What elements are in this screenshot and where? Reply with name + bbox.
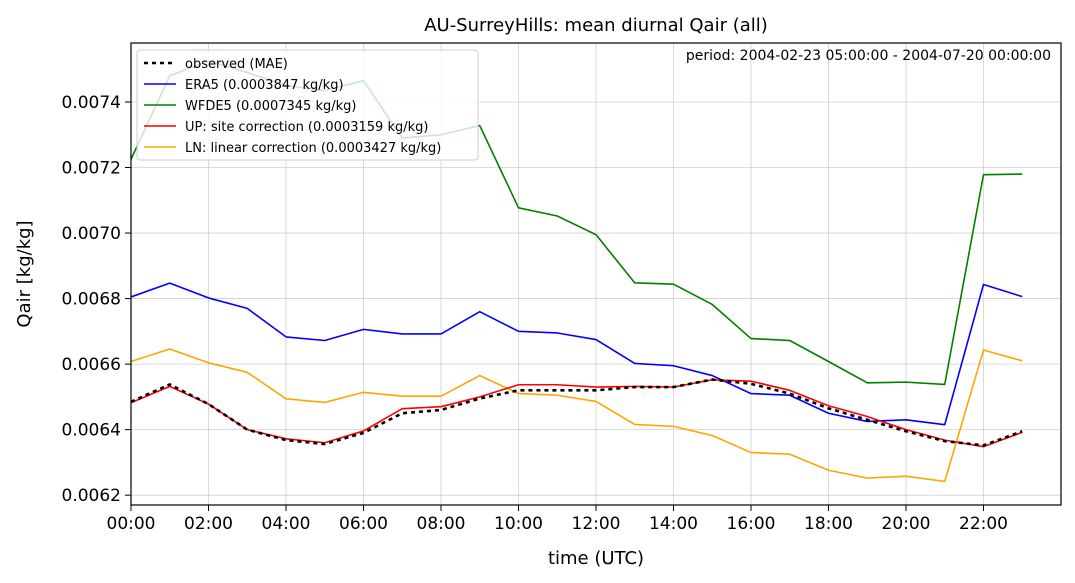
legend-label: observed (MAE) — [185, 57, 288, 72]
legend-label: LN: linear correction (0.0003427 kg/kg) — [185, 141, 441, 156]
y-tick-label: 0.0066 — [62, 355, 121, 375]
period-annotation: period: 2004-02-23 05:00:00 - 2004-07-20… — [686, 48, 1051, 64]
y-tick-label: 0.0072 — [62, 159, 121, 179]
y-tick-label: 0.0074 — [62, 93, 121, 113]
x-tick-label: 14:00 — [649, 514, 698, 534]
series-line-0 — [130, 378, 1023, 447]
series-line-3 — [130, 379, 1023, 448]
y-tick-label: 0.0064 — [62, 421, 121, 441]
x-tick-label: 18:00 — [804, 514, 853, 534]
x-tick-label: 08:00 — [417, 514, 466, 534]
x-axis-label: time (UTC) — [548, 548, 644, 569]
y-axis: 0.0062 0.0064 0.0066 0.0068 0.0070 0.0072 0.00… — [62, 93, 131, 506]
y-tick-label: 0.0062 — [62, 486, 121, 506]
legend-label: ERA5 (0.0003847 kg/kg) — [185, 78, 344, 93]
x-tick-label: 10:00 — [494, 514, 543, 534]
legend-label: WFDE5 (0.0007345 kg/kg) — [185, 99, 356, 114]
y-tick-label: 0.0068 — [62, 290, 121, 310]
x-tick-label: 04:00 — [262, 514, 311, 534]
legend-box — [136, 49, 479, 161]
x-tick-label: 00:00 — [107, 514, 156, 534]
x-tick-label: 06:00 — [339, 514, 388, 534]
y-axis-label: Qair [kg/kg] — [14, 220, 35, 327]
x-tick-label: 22:00 — [959, 514, 1008, 534]
chart-title: AU-SurreyHills: mean diurnal Qair (all) — [424, 15, 768, 36]
x-tick-label: 02:00 — [184, 514, 233, 534]
x-tick-label: 16:00 — [727, 514, 776, 534]
series-line-4 — [130, 348, 1023, 483]
legend-label: UP: site correction (0.0003159 kg/kg) — [185, 120, 428, 135]
x-axis: 00:00 02:00 04:00 06:00 08:00 10:00 12:00 14:00… — [107, 505, 1008, 534]
x-tick-label: 20:00 — [882, 514, 931, 534]
x-tick-label: 12:00 — [572, 514, 621, 534]
legend: observed (MAE) ERA5 (0.0003847 kg/kg) WFDE… — [136, 49, 479, 161]
y-tick-label: 0.0070 — [62, 224, 121, 244]
